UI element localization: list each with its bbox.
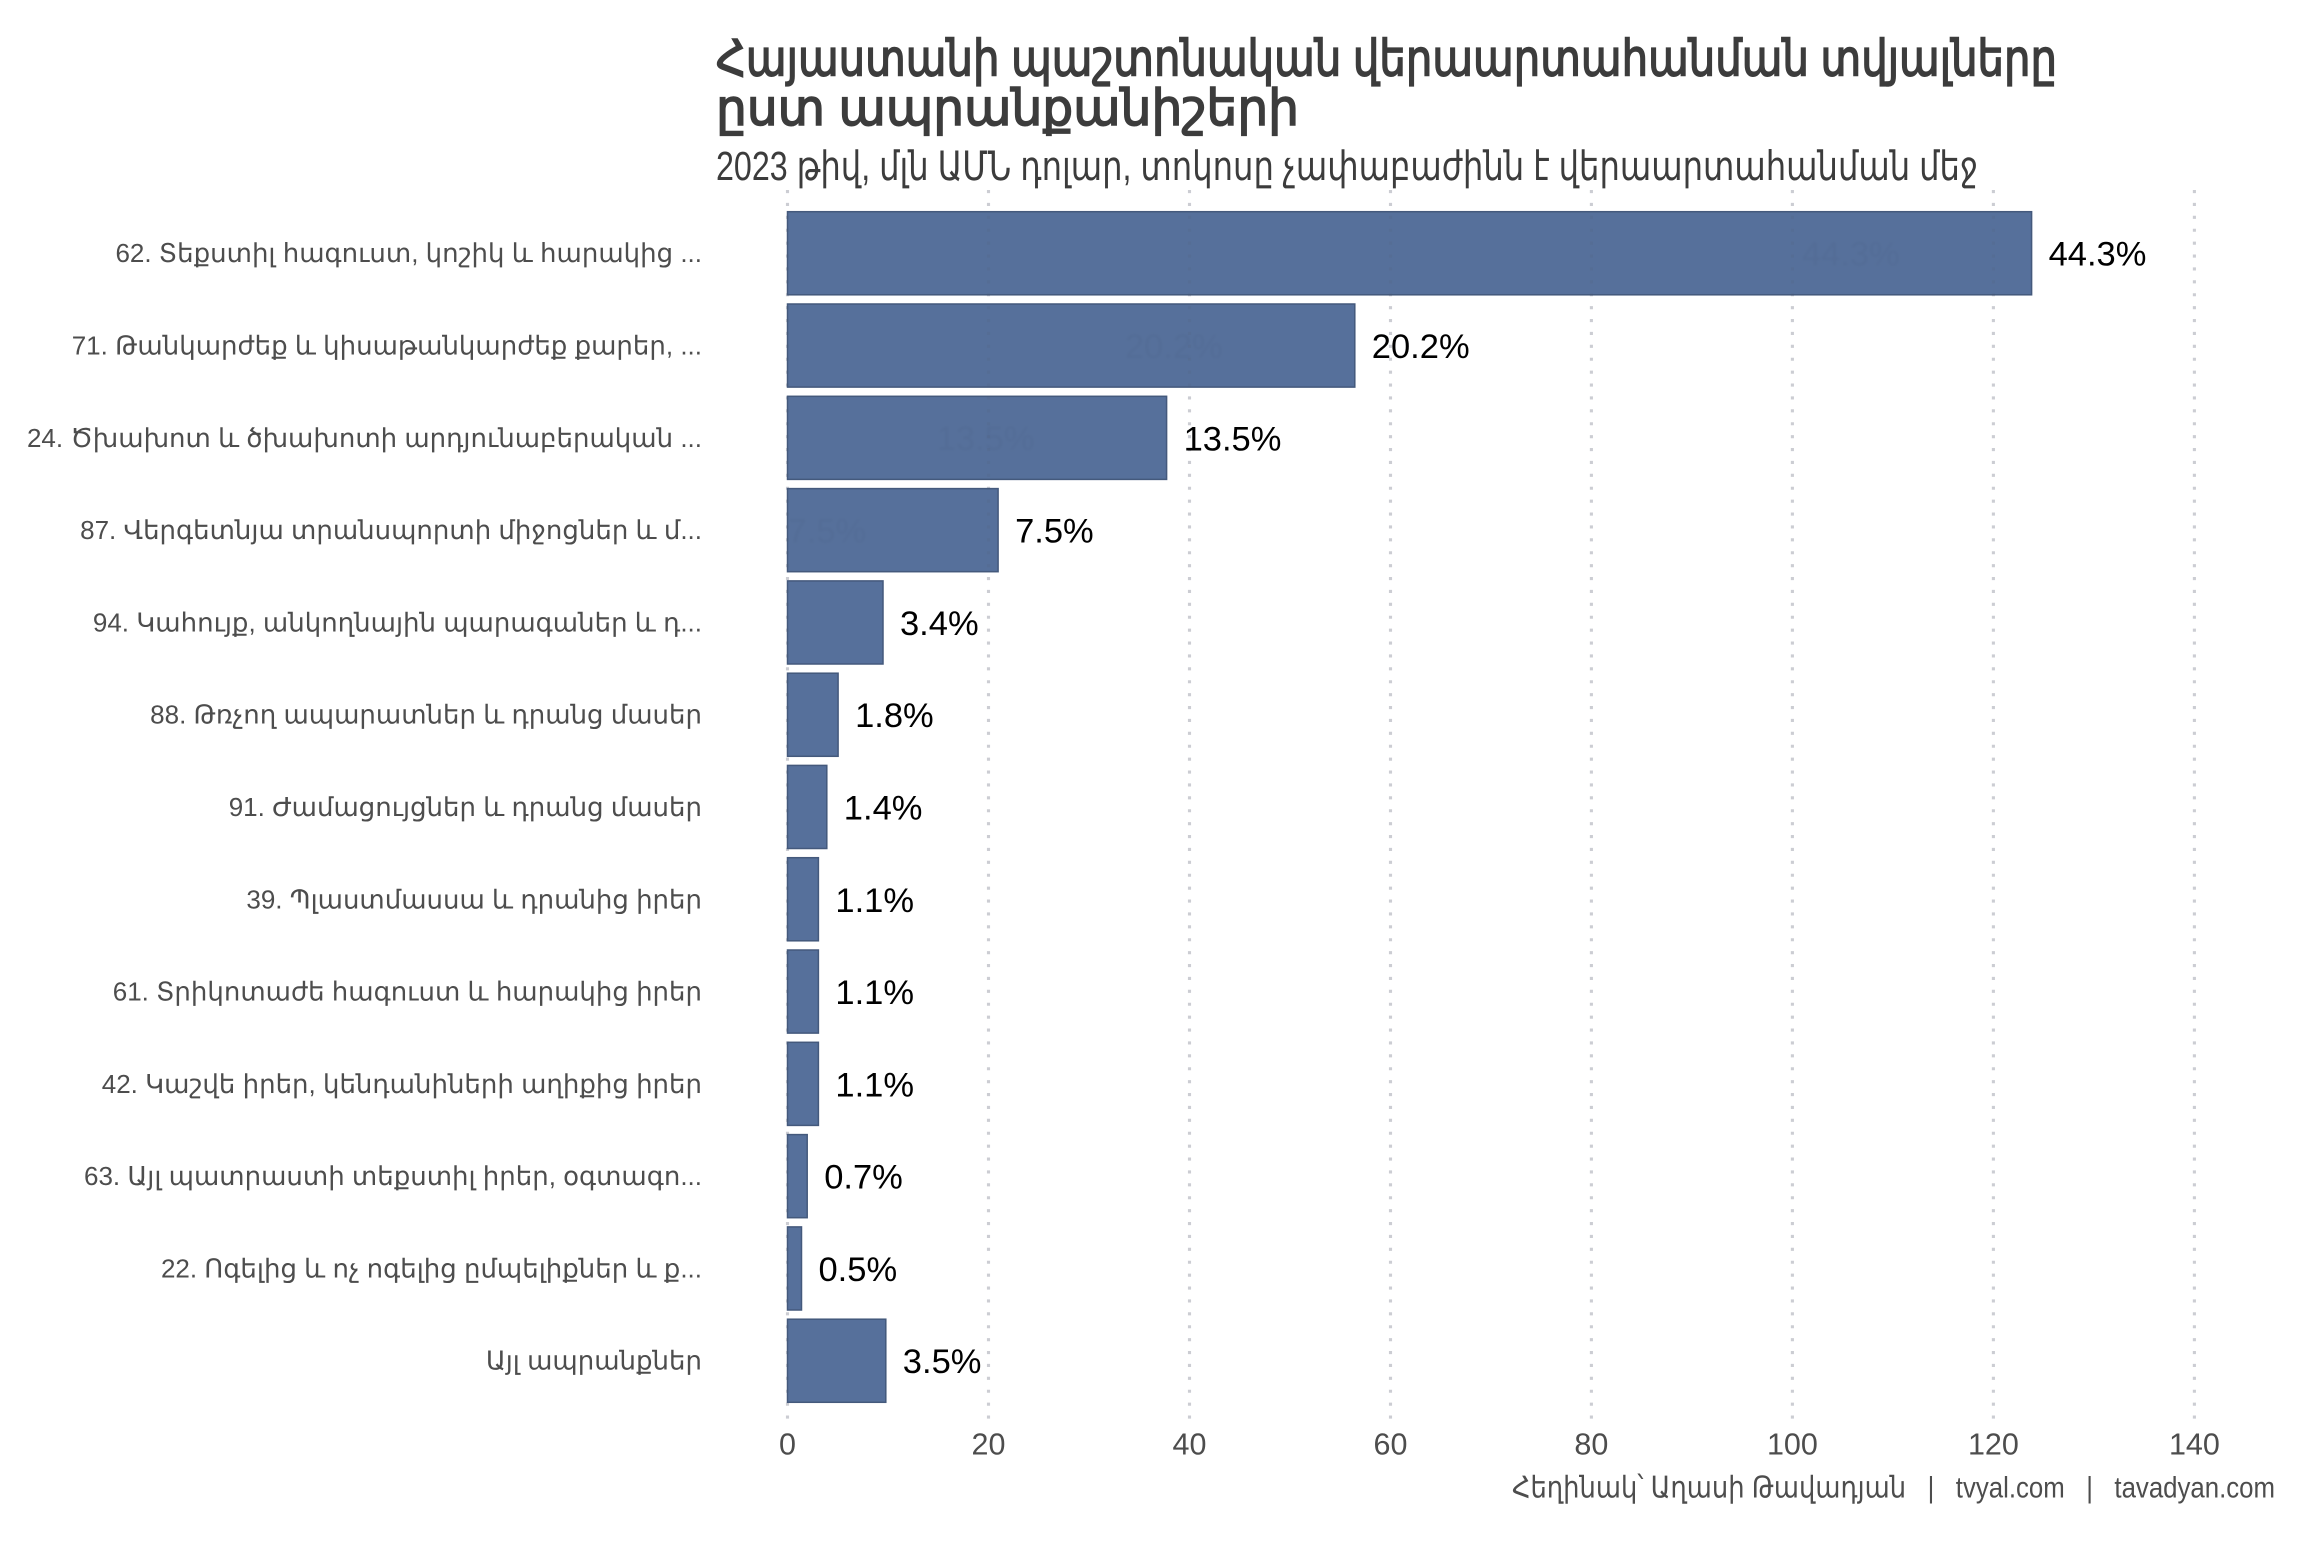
svg-text:Հայաստանի պաշտոնական վերաարտահ: Հայաստանի պաշտոնական վերաարտահանման տվյա… [716, 31, 2057, 88]
svg-text:0.5%: 0.5% [819, 1251, 898, 1289]
svg-text:44.3%: 44.3% [2049, 236, 2147, 274]
svg-text:94. Կահույք, անկողնային պարագա: 94. Կահույք, անկողնային պարագաներ և դ... [93, 607, 702, 637]
svg-text:63. Այլ պատրաստի տեքստիլ իրեր,: 63. Այլ պատրաստի տեքստիլ իրեր, օգտագո... [84, 1161, 702, 1191]
svg-text:42. Կաշվե իրեր, կենդանիների աղ: 42. Կաշվե իրեր, կենդանիների աղիքից իրեր [102, 1069, 702, 1099]
svg-text:13.5%: 13.5% [937, 420, 1035, 458]
svg-text:71. Թանկարժեք և կիսաթանկարժեք: 71. Թանկարժեք և կիսաթանկարժեք քարեր, ... [72, 331, 702, 361]
svg-text:22. Ոգելից և ոչ ոգելից ըմպելիք: 22. Ոգելից և ոչ ոգելից ըմպելիքներ և ք... [161, 1253, 702, 1283]
svg-text:140: 140 [2169, 1427, 2220, 1461]
svg-text:91. Ժամացույցներ և դրանց մասեր: 91. Ժամացույցներ և դրանց մասեր [229, 792, 702, 822]
svg-text:62. Տեքստիլ հագուստ, կոշիկ և հ: 62. Տեքստիլ հագուստ, կոշիկ և հարակից ... [115, 238, 702, 268]
svg-text:3.5%: 3.5% [903, 1343, 982, 1381]
svg-text:2023 թիվ, մլն ԱՄՆ դոլար, տոկոս: 2023 թիվ, մլն ԱՄՆ դոլար, տոկոսը չափաբաժի… [716, 143, 1978, 189]
svg-text:1.4%: 1.4% [844, 790, 923, 828]
svg-text:61. Տրիկոտաժե հագուստ և հարակի: 61. Տրիկոտաժե հագուստ և հարակից իրեր [113, 977, 702, 1007]
svg-text:39. Պլաստմասսա և դրանից իրեր: 39. Պլաստմասսա և դրանից իրեր [246, 884, 702, 914]
svg-text:120: 120 [1968, 1427, 2019, 1461]
svg-text:40: 40 [1173, 1427, 1207, 1461]
svg-text:1.1%: 1.1% [835, 882, 914, 920]
svg-text:20.2%: 20.2% [1372, 328, 1470, 366]
svg-text:3.4%: 3.4% [900, 605, 979, 643]
svg-text:ըստ ապրանքանիշերի: ըստ ապրանքանիշերի [716, 80, 1299, 137]
svg-text:100: 100 [1767, 1427, 1818, 1461]
svg-text:1.1%: 1.1% [835, 1066, 914, 1104]
svg-text:1.8%: 1.8% [855, 697, 934, 735]
svg-text:Այլ ապրանքներ: Այլ ապրանքներ [486, 1346, 702, 1376]
svg-text:7.5%: 7.5% [788, 513, 867, 551]
svg-text:20: 20 [972, 1427, 1006, 1461]
svg-text:7.5%: 7.5% [1015, 513, 1094, 551]
svg-text:1.1%: 1.1% [835, 974, 914, 1012]
svg-text:87. Վերգետնյա տրանսպորտի միջոց: 87. Վերգետնյա տրանսպորտի միջոցներ և մ... [80, 515, 702, 545]
svg-text:13.5%: 13.5% [1184, 420, 1282, 458]
svg-text:88. Թռչող ապարատներ և դրանց մա: 88. Թռչող ապարատներ և դրանց մասեր [150, 700, 702, 730]
svg-text:Հեղինակ՝ Աղասի Թավադյան |: Հեղինակ՝ Աղասի Թավադյան | tvyal.com | ta… [1512, 1471, 2275, 1504]
svg-text:44.3%: 44.3% [1802, 236, 1900, 274]
svg-text:80: 80 [1574, 1427, 1608, 1461]
svg-text:24. Ծխախոտ և ծխախոտի արդյունաբ: 24. Ծխախոտ և ծխախոտի արդյունաբերական ... [27, 423, 702, 453]
svg-text:0.7%: 0.7% [824, 1159, 903, 1197]
svg-text:20.2%: 20.2% [1125, 328, 1223, 366]
svg-text:0: 0 [779, 1427, 796, 1461]
svg-text:60: 60 [1374, 1427, 1408, 1461]
